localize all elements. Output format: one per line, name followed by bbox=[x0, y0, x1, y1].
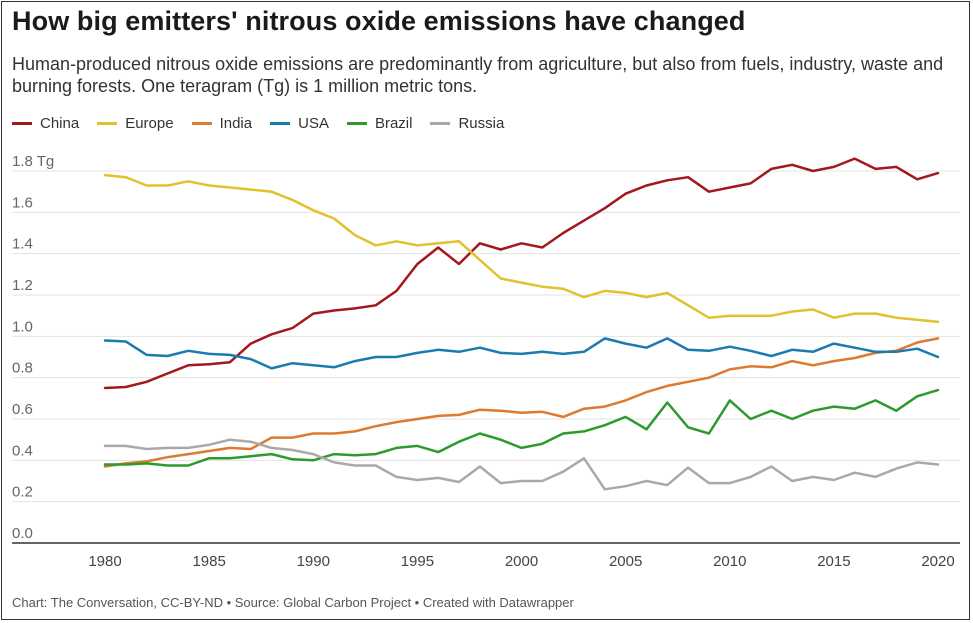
legend-swatch bbox=[191, 122, 212, 125]
series-line-india bbox=[103, 337, 940, 468]
legend-swatch bbox=[12, 122, 32, 125]
legend-swatch bbox=[346, 122, 367, 125]
chart-footer: Chart: The Conversation, CC-BY-ND • Sour… bbox=[12, 595, 574, 610]
legend-label: Brazil bbox=[374, 115, 413, 132]
legend-label: Russia bbox=[458, 115, 505, 132]
y-tick-label: 0.6 bbox=[12, 401, 33, 418]
legend-label: Europe bbox=[125, 115, 174, 132]
x-tick-label: 2020 bbox=[921, 553, 954, 570]
y-tick-label: 0.8 bbox=[12, 360, 33, 377]
x-tick-label: 1985 bbox=[192, 553, 225, 570]
x-tick-label: 2015 bbox=[817, 553, 850, 570]
grid-lines bbox=[12, 170, 960, 544]
series-line-brazil bbox=[103, 388, 940, 467]
legend-swatch bbox=[430, 122, 451, 125]
legend-item-china: China bbox=[12, 115, 79, 132]
series-line-usa bbox=[103, 337, 940, 370]
legend-item-india: India bbox=[191, 115, 253, 132]
legend-item-europe: Europe bbox=[97, 115, 174, 132]
series-lines bbox=[103, 157, 940, 491]
y-tick-label: 0.2 bbox=[12, 484, 33, 501]
y-tick-label: 1.4 bbox=[12, 236, 33, 253]
chart-title: How big emitters' nitrous oxide emission… bbox=[12, 6, 746, 36]
y-tick-label: 1.2 bbox=[12, 277, 33, 294]
x-tick-label: 1990 bbox=[297, 553, 330, 570]
y-tick-label: 1.0 bbox=[12, 318, 33, 335]
y-tick-label: 1.8 Tg bbox=[12, 153, 54, 170]
y-axis-ticks: 0.0 0.2 0.4 0.6 0.8 1.0 1.2 1.4 1.6 1.8 Tg bbox=[12, 153, 54, 542]
legend-item-russia: Russia bbox=[430, 115, 504, 132]
legend-swatch bbox=[97, 122, 118, 125]
legend-label: China bbox=[40, 115, 80, 132]
series-line-china bbox=[103, 157, 940, 390]
series-line-europe bbox=[103, 173, 940, 324]
y-tick-label: 1.6 bbox=[12, 194, 33, 211]
x-axis-ticks: 1980 1985 1990 1995 2000 2005 2010 2015 2020 bbox=[88, 553, 954, 570]
legend-label: USA bbox=[298, 115, 329, 132]
x-tick-label: 2005 bbox=[609, 553, 642, 570]
x-tick-label: 1980 bbox=[88, 553, 121, 570]
x-tick-label: 2010 bbox=[713, 553, 746, 570]
legend-item-brazil: Brazil bbox=[346, 115, 413, 132]
chart-subtitle: Human-produced nitrous oxide emissions a… bbox=[12, 54, 944, 96]
chart-legend: China Europe India USA Brazil Russia bbox=[12, 115, 504, 132]
legend-label: India bbox=[219, 115, 253, 132]
legend-swatch bbox=[270, 122, 291, 125]
y-tick-label: 0.0 bbox=[12, 525, 33, 542]
y-tick-label: 0.4 bbox=[12, 442, 33, 459]
legend-item-usa: USA bbox=[270, 115, 329, 132]
x-tick-label: 1995 bbox=[401, 553, 434, 570]
x-tick-label: 2000 bbox=[505, 553, 538, 570]
series-line-russia bbox=[103, 438, 940, 491]
